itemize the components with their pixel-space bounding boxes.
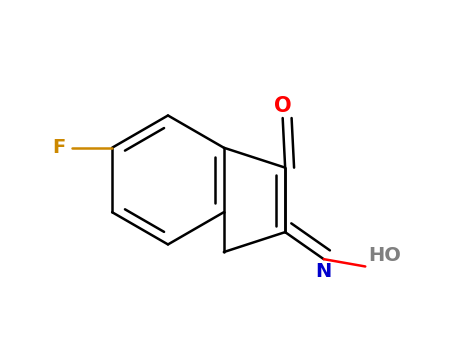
Text: O: O	[274, 96, 292, 116]
Text: F: F	[52, 138, 65, 157]
Text: N: N	[316, 262, 332, 281]
Text: HO: HO	[368, 246, 400, 265]
